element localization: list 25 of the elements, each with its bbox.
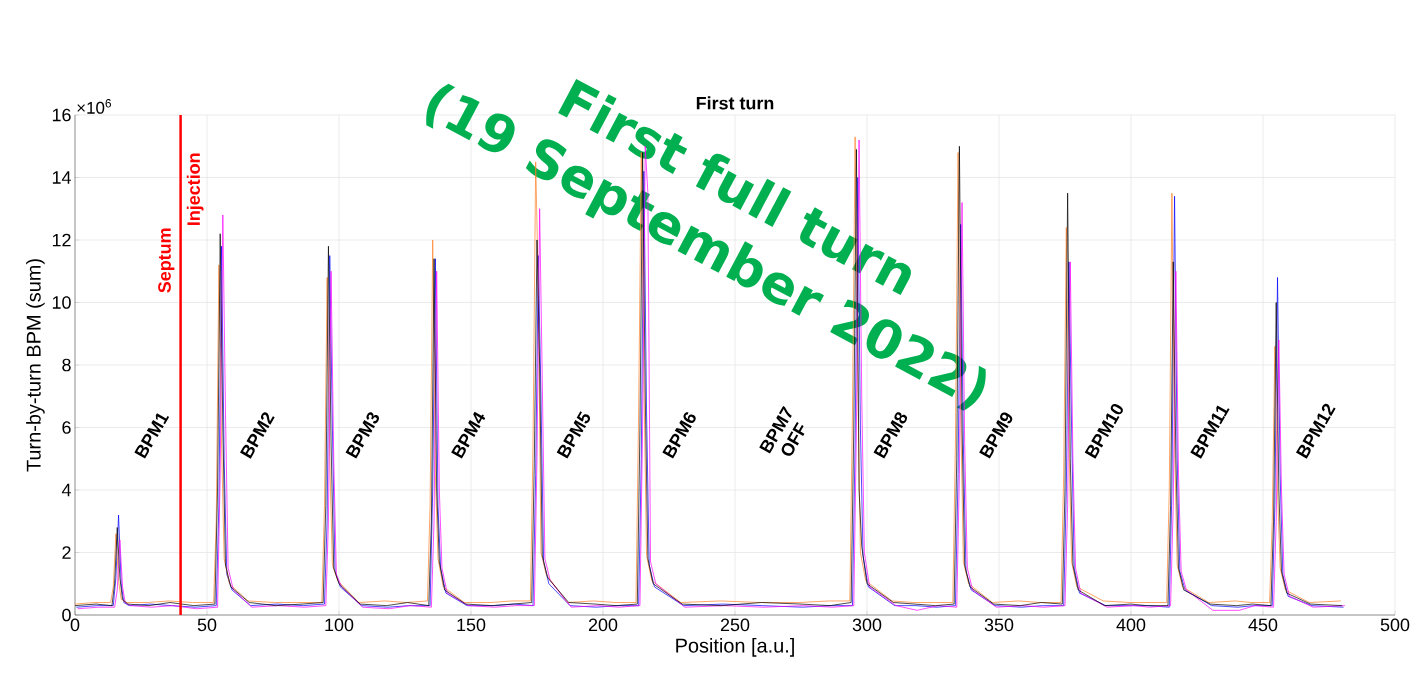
x-tick-label: 500 [1380, 618, 1410, 632]
chart-title: First turn [696, 96, 774, 110]
x-tick-label: 300 [852, 618, 882, 632]
y-tick-label: 10 [52, 296, 71, 309]
y-tick-label: 12 [52, 233, 71, 247]
ref-line-label: Septum [158, 228, 175, 293]
text: ×10$^{6}$ [77, 99, 112, 114]
x-tick-label: 100 [325, 618, 354, 632]
y-axis-title: Turn-by-turn BPM (sum) [26, 259, 45, 472]
x-axis-title: Position [a.u.] [676, 638, 794, 657]
x-tick-label: 350 [984, 618, 1014, 632]
annotation: Injection [186, 153, 204, 225]
y-tick-label: 2 [62, 546, 71, 559]
x-tick-label: 450 [1248, 618, 1278, 632]
x-tick-label: 200 [588, 618, 618, 632]
x-tick-label: 250 [720, 618, 750, 632]
y-tick-label: 4 [61, 483, 71, 497]
y-tick-label: 14 [52, 171, 71, 184]
y-tick-label: 8 [62, 358, 71, 372]
x-tick-label: 150 [457, 618, 486, 632]
y-tick-label: 6 [62, 421, 71, 434]
x-tick-label: 400 [1116, 618, 1146, 632]
x-tick-label: 50 [197, 618, 217, 632]
y-tick-label: 0 [62, 608, 71, 622]
y-tick-label: 16 [52, 108, 71, 122]
